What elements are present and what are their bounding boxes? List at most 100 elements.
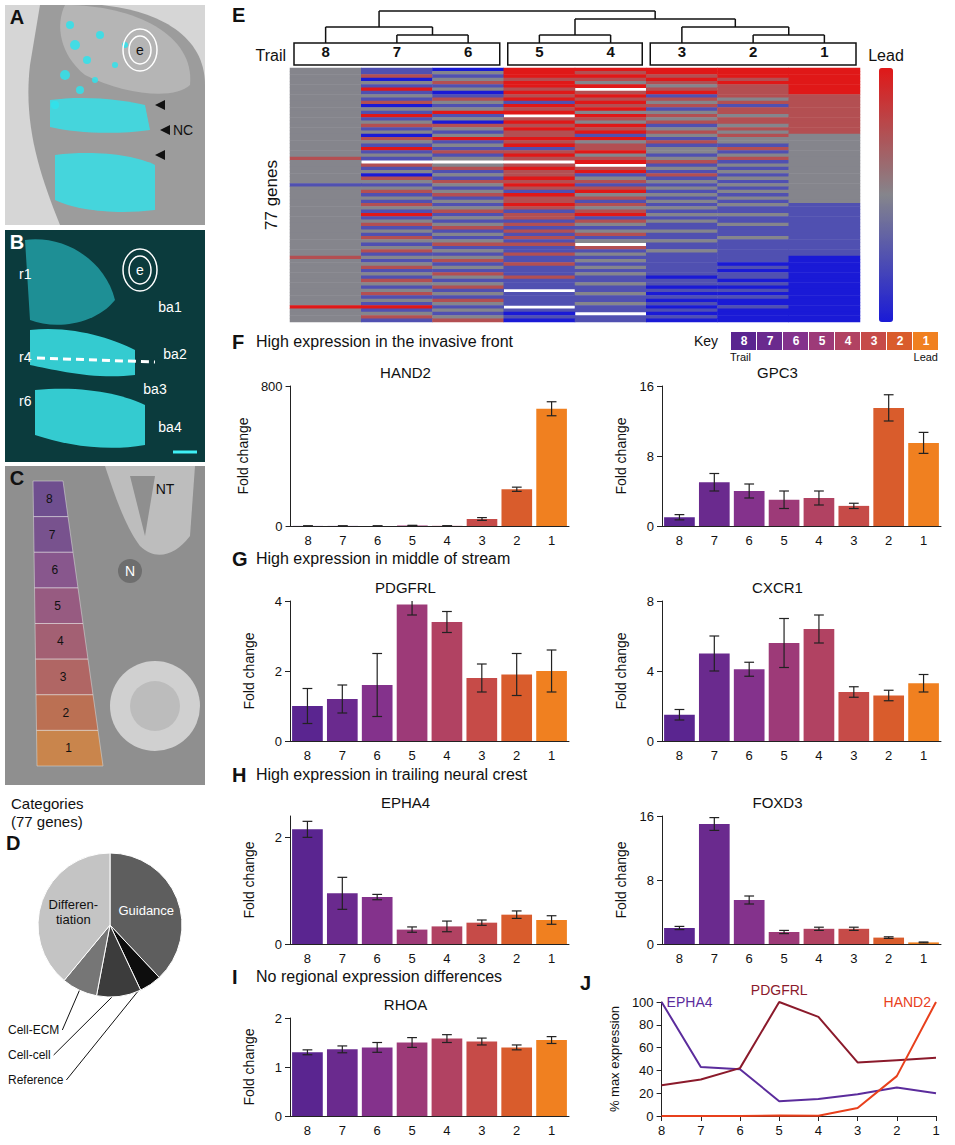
svg-text:EPHA4: EPHA4 <box>667 994 713 1010</box>
svg-text:e: e <box>136 262 144 278</box>
svg-text:B: B <box>10 231 24 253</box>
svg-text:6: 6 <box>374 748 381 763</box>
svg-text:7: 7 <box>49 528 56 542</box>
svg-text:800: 800 <box>261 379 283 394</box>
svg-text:6: 6 <box>746 533 753 548</box>
svg-text:1: 1 <box>932 1123 939 1138</box>
svg-text:8: 8 <box>304 533 311 548</box>
svg-text:Fold change: Fold change <box>241 841 257 918</box>
svg-text:7: 7 <box>339 951 346 966</box>
svg-text:2: 2 <box>885 951 892 966</box>
svg-text:7: 7 <box>339 533 346 548</box>
svg-text:3: 3 <box>60 670 67 684</box>
svg-text:8: 8 <box>676 533 683 548</box>
svg-text:4: 4 <box>815 748 822 763</box>
svg-text:60: 60 <box>639 1040 653 1055</box>
svg-text:N: N <box>125 563 135 579</box>
svg-text:6: 6 <box>746 748 753 763</box>
svg-text:100: 100 <box>632 995 654 1010</box>
svg-text:4: 4 <box>815 1123 822 1138</box>
svg-text:2: 2 <box>275 664 282 679</box>
svg-text:1: 1 <box>820 43 828 60</box>
svg-text:6: 6 <box>374 1123 381 1138</box>
svg-text:4: 4 <box>443 951 450 966</box>
svg-text:4: 4 <box>443 748 450 763</box>
svg-text:2: 2 <box>513 951 520 966</box>
svg-text:C: C <box>10 467 24 489</box>
svg-text:4: 4 <box>606 43 615 60</box>
svg-text:1: 1 <box>923 334 930 348</box>
svg-text:2: 2 <box>749 43 757 60</box>
svg-text:2: 2 <box>893 1123 900 1138</box>
svg-text:8: 8 <box>647 594 654 609</box>
svg-text:4: 4 <box>57 634 64 648</box>
svg-text:HAND2: HAND2 <box>380 364 431 381</box>
svg-text:4: 4 <box>444 533 451 548</box>
svg-text:3: 3 <box>478 951 485 966</box>
svg-text:7: 7 <box>711 951 718 966</box>
svg-text:1: 1 <box>548 951 555 966</box>
svg-text:ba1: ba1 <box>158 299 182 315</box>
svg-text:0: 0 <box>275 734 282 749</box>
svg-text:r6: r6 <box>19 393 32 409</box>
svg-text:7: 7 <box>393 43 401 60</box>
svg-text:Fold change: Fold change <box>613 632 629 709</box>
svg-text:0: 0 <box>275 1109 282 1124</box>
svg-text:0: 0 <box>275 519 282 534</box>
svg-text:6: 6 <box>374 533 381 548</box>
svg-text:2: 2 <box>63 706 70 720</box>
svg-text:7: 7 <box>711 533 718 548</box>
svg-text:EPHA4: EPHA4 <box>381 794 430 811</box>
svg-text:HAND2: HAND2 <box>884 994 932 1010</box>
svg-text:5: 5 <box>535 43 543 60</box>
svg-text:Fold change: Fold change <box>613 841 629 918</box>
svg-text:ba3: ba3 <box>143 381 167 397</box>
svg-text:20: 20 <box>639 1086 653 1101</box>
svg-text:8: 8 <box>741 334 748 348</box>
svg-text:8: 8 <box>46 492 53 506</box>
svg-text:5: 5 <box>54 599 61 613</box>
svg-text:7: 7 <box>697 1123 704 1138</box>
svg-text:4: 4 <box>443 1123 450 1138</box>
svg-text:8: 8 <box>658 1123 665 1138</box>
svg-text:8: 8 <box>647 449 654 464</box>
svg-text:4: 4 <box>845 334 852 348</box>
svg-text:e: e <box>136 42 144 58</box>
svg-text:8: 8 <box>321 43 329 60</box>
svg-text:2: 2 <box>513 533 520 548</box>
svg-text:2: 2 <box>513 748 520 763</box>
svg-text:0: 0 <box>647 734 654 749</box>
svg-text:Reference: Reference <box>8 1073 64 1087</box>
svg-text:Trail: Trail <box>255 47 286 64</box>
svg-text:ba2: ba2 <box>163 346 187 362</box>
svg-text:3: 3 <box>478 748 485 763</box>
svg-text:3: 3 <box>478 533 485 548</box>
svg-text:1: 1 <box>548 533 555 548</box>
svg-text:4: 4 <box>647 664 654 679</box>
svg-text:5: 5 <box>780 748 787 763</box>
svg-text:Fold change: Fold change <box>613 417 629 494</box>
svg-text:1: 1 <box>920 748 927 763</box>
svg-text:r1: r1 <box>19 266 32 282</box>
svg-text:2: 2 <box>885 748 892 763</box>
svg-text:3: 3 <box>854 1123 861 1138</box>
svg-text:5: 5 <box>819 334 826 348</box>
svg-text:7: 7 <box>711 748 718 763</box>
svg-text:CXCR1: CXCR1 <box>752 579 803 596</box>
svg-text:1: 1 <box>920 951 927 966</box>
svg-text:Differen-: Differen- <box>48 897 98 912</box>
svg-text:0: 0 <box>275 937 282 952</box>
svg-text:0: 0 <box>647 937 654 952</box>
svg-text:7: 7 <box>339 748 346 763</box>
svg-text:8: 8 <box>647 873 654 888</box>
svg-text:40: 40 <box>639 1063 653 1078</box>
svg-text:5: 5 <box>409 533 416 548</box>
svg-text:4: 4 <box>815 951 822 966</box>
svg-text:(77 genes): (77 genes) <box>11 813 83 830</box>
svg-text:3: 3 <box>850 951 857 966</box>
svg-text:NC: NC <box>173 122 193 138</box>
svg-text:Fold change: Fold change <box>241 1028 257 1105</box>
svg-text:2: 2 <box>275 1011 282 1026</box>
svg-text:1: 1 <box>65 741 72 755</box>
svg-text:6: 6 <box>736 1123 743 1138</box>
